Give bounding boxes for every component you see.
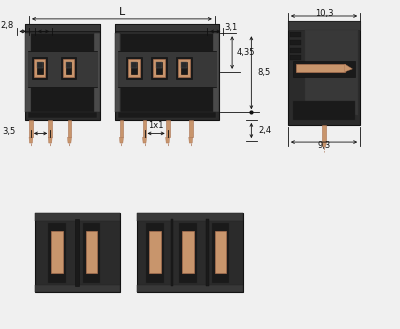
- Bar: [290, 48, 302, 53]
- Bar: [120, 33, 214, 112]
- Bar: [156, 62, 162, 68]
- Bar: [146, 223, 164, 283]
- Bar: [120, 120, 123, 137]
- Polygon shape: [322, 142, 326, 147]
- Bar: [176, 57, 192, 79]
- Bar: [29, 120, 33, 137]
- Bar: [25, 33, 31, 112]
- Bar: [166, 120, 170, 137]
- Bar: [30, 33, 96, 112]
- Bar: [213, 33, 219, 112]
- Bar: [128, 59, 140, 77]
- Bar: [115, 33, 120, 112]
- Polygon shape: [143, 137, 146, 143]
- Text: 2,8: 2,8: [0, 21, 14, 30]
- Bar: [290, 56, 302, 60]
- Bar: [181, 62, 187, 68]
- Polygon shape: [120, 137, 123, 143]
- Bar: [189, 120, 193, 137]
- Bar: [63, 59, 74, 77]
- Bar: [75, 219, 79, 287]
- Bar: [305, 30, 358, 115]
- Bar: [115, 24, 219, 120]
- Text: L: L: [119, 7, 125, 17]
- Bar: [83, 223, 100, 283]
- Bar: [25, 24, 100, 31]
- Bar: [37, 62, 42, 74]
- Text: 3,5: 3,5: [2, 127, 16, 136]
- Text: 2,4: 2,4: [258, 126, 271, 135]
- Bar: [86, 231, 97, 273]
- Polygon shape: [345, 64, 352, 72]
- Bar: [51, 231, 63, 273]
- Bar: [156, 62, 162, 74]
- Bar: [137, 213, 243, 221]
- Bar: [151, 57, 167, 79]
- Bar: [288, 21, 360, 30]
- Bar: [66, 62, 71, 74]
- Bar: [115, 24, 219, 31]
- Bar: [48, 120, 52, 137]
- Polygon shape: [189, 137, 193, 143]
- Bar: [35, 213, 120, 221]
- Bar: [170, 219, 174, 287]
- Bar: [182, 231, 194, 273]
- Bar: [181, 62, 187, 74]
- Bar: [68, 120, 71, 137]
- Bar: [215, 231, 226, 273]
- Bar: [290, 40, 302, 45]
- Bar: [212, 223, 229, 283]
- Bar: [137, 213, 243, 292]
- Text: 8,5: 8,5: [257, 68, 270, 77]
- Polygon shape: [68, 137, 71, 143]
- Bar: [178, 59, 190, 77]
- Bar: [37, 62, 42, 68]
- Bar: [35, 213, 120, 292]
- Bar: [143, 120, 146, 137]
- Bar: [206, 219, 209, 287]
- Bar: [137, 285, 243, 292]
- Polygon shape: [29, 137, 33, 143]
- Bar: [153, 59, 165, 77]
- Bar: [61, 57, 76, 79]
- Polygon shape: [48, 137, 52, 143]
- Text: 3,1: 3,1: [224, 23, 238, 32]
- Bar: [118, 112, 216, 118]
- Text: 9,3: 9,3: [317, 141, 331, 150]
- Bar: [296, 64, 345, 72]
- Text: 1x1: 1x1: [148, 121, 164, 130]
- Text: 4,35: 4,35: [236, 48, 255, 57]
- Bar: [179, 223, 196, 283]
- Bar: [48, 223, 66, 283]
- Bar: [94, 33, 100, 112]
- Bar: [34, 59, 45, 77]
- Bar: [32, 57, 47, 79]
- Bar: [35, 285, 120, 292]
- Bar: [290, 32, 302, 37]
- Bar: [66, 62, 71, 68]
- Bar: [322, 125, 326, 142]
- Bar: [288, 21, 360, 125]
- Polygon shape: [166, 137, 170, 143]
- Bar: [293, 101, 355, 120]
- Bar: [131, 62, 137, 74]
- Bar: [293, 61, 355, 77]
- Bar: [25, 24, 100, 120]
- Bar: [28, 112, 97, 118]
- Bar: [131, 62, 137, 68]
- Bar: [126, 57, 142, 79]
- Text: 10,3: 10,3: [315, 9, 333, 18]
- Bar: [28, 51, 97, 87]
- Bar: [149, 231, 161, 273]
- Bar: [118, 51, 216, 87]
